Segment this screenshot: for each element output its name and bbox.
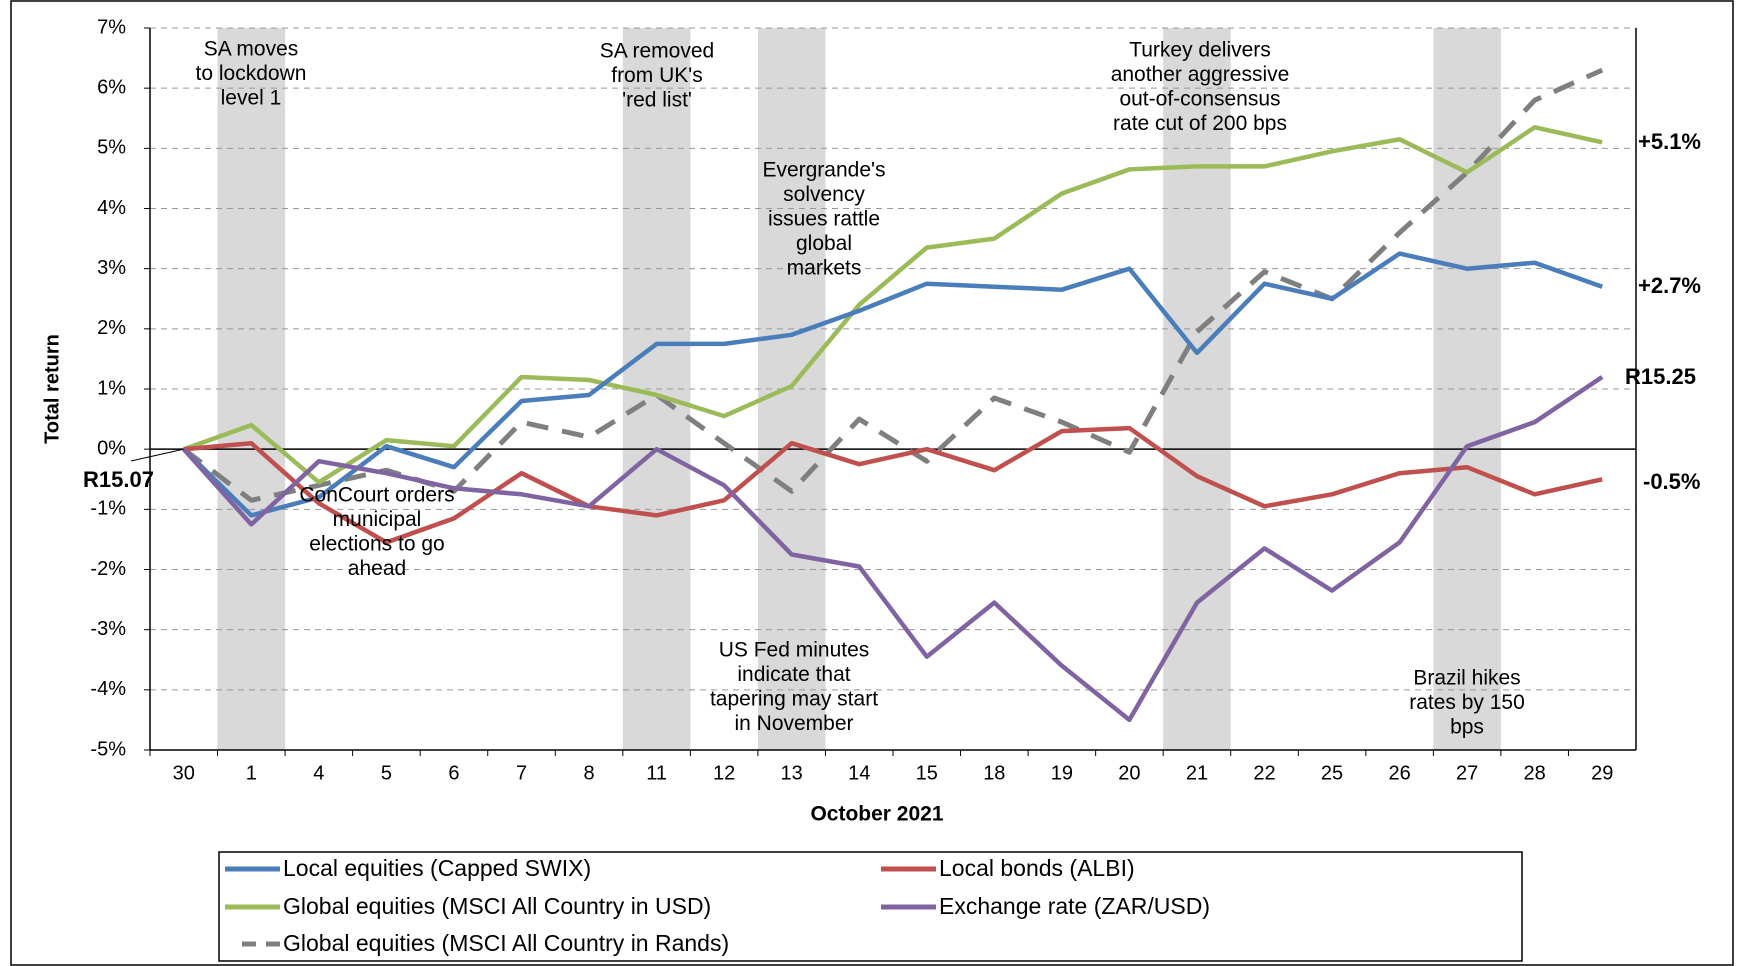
- annotation: 'red list': [622, 89, 692, 112]
- annotation: ahead: [348, 557, 406, 580]
- y-tick-label: -2%: [90, 558, 126, 580]
- event-band: [1433, 28, 1501, 750]
- annotation: tapering may start: [710, 688, 878, 711]
- grid: [144, 27, 1637, 756]
- x-tick-label: 15: [916, 762, 938, 784]
- annotation: out-of-consensus: [1119, 88, 1280, 111]
- x-tick-label: 30: [173, 762, 195, 784]
- y-tick-label: -5%: [90, 738, 126, 760]
- x-tick-label: 29: [1591, 762, 1613, 784]
- annotation: rate cut of 200 bps: [1113, 112, 1287, 135]
- plot-lines: [182, 67, 1604, 723]
- y-tick-label: 5%: [97, 137, 126, 159]
- y-tick-label: -4%: [90, 678, 126, 700]
- x-tick-label: 1: [246, 762, 257, 784]
- annotation: Turkey delivers: [1129, 39, 1271, 62]
- y-tick-label: 0%: [97, 437, 126, 459]
- annotation: markets: [787, 257, 862, 280]
- y-tick-label: 4%: [97, 197, 126, 219]
- annotation: US Fed minutes: [719, 639, 870, 662]
- annotation: to lockdown: [196, 62, 307, 85]
- x-axis-title: October 2021: [810, 803, 943, 826]
- annotation: solvency: [783, 183, 865, 206]
- y-tick-label: 2%: [97, 317, 126, 339]
- x-tick-label: 27: [1456, 762, 1478, 784]
- annotation: Brazil hikes: [1413, 667, 1520, 690]
- y-tick-label: 6%: [97, 76, 126, 98]
- x-tick-label: 11: [646, 762, 667, 784]
- legend-box: [218, 851, 1523, 962]
- legend-label: Exchange rate (ZAR/USD): [939, 893, 1210, 919]
- legend-label: Local bonds (ALBI): [939, 855, 1135, 881]
- end-label: +2.7%: [1638, 273, 1701, 298]
- x-tick-label: 25: [1321, 762, 1343, 784]
- x-tick-label: 28: [1524, 762, 1546, 784]
- annotation: elections to go: [309, 533, 444, 556]
- x-tick-label: 14: [848, 762, 870, 784]
- labels: -5%-4%-3%-2%-1%0%1%2%3%4%5%6%7%30 1 4 5 6 7 8 1…: [83, 16, 1701, 784]
- annotation: rates by 150: [1409, 691, 1525, 714]
- y-tick-label: 7%: [97, 16, 126, 38]
- series-line: [182, 251, 1603, 518]
- start-label: R15.07: [83, 467, 154, 492]
- annotation: bps: [1450, 716, 1484, 739]
- x-tick-label: 21: [1186, 762, 1208, 784]
- series-line: [183, 425, 1603, 545]
- annotation: issues rattle: [768, 208, 880, 231]
- annotation: ConCourt orders: [299, 484, 454, 507]
- legend: Local equities (Capped SWIX) Local bonds …: [225, 855, 1210, 956]
- end-label: R15.25: [1625, 364, 1696, 389]
- y-tick-label: -1%: [90, 498, 126, 520]
- x-tick-label: 6: [448, 762, 459, 784]
- annotation: another aggressive: [1111, 63, 1290, 86]
- annotation: indicate that: [737, 663, 850, 686]
- x-tick-label: 5: [381, 762, 392, 784]
- x-tick-label: 20: [1118, 762, 1140, 784]
- legend-label: Local equities (Capped SWIX): [283, 855, 591, 881]
- annotation: municipal: [333, 508, 422, 531]
- y-axis-title: Total return: [41, 334, 63, 444]
- end-label: +5.1%: [1638, 129, 1701, 154]
- legend-label: Global equities (MSCI All Country in Ran…: [283, 930, 729, 956]
- x-tick-label: 26: [1388, 762, 1410, 784]
- end-label: -0.5%: [1643, 469, 1700, 494]
- annotation: from UK's: [611, 64, 703, 87]
- annotation: Evergrande's: [762, 159, 885, 182]
- series-line: [183, 125, 1603, 485]
- legend-label: Global equities (MSCI All Country in USD…: [283, 893, 711, 919]
- y-tick-label: 3%: [97, 257, 126, 279]
- annotation: in November: [734, 712, 853, 735]
- annotation: SA removed: [600, 40, 714, 63]
- annotation: global: [796, 232, 852, 255]
- annotation: SA moves: [204, 38, 299, 61]
- x-tick-label: 22: [1253, 762, 1275, 784]
- leader-line: [130, 448, 184, 462]
- frame: [10, 0, 1734, 966]
- y-tick-label: 1%: [97, 377, 126, 399]
- series-line: [182, 375, 1604, 723]
- x-tick-label: 19: [1051, 762, 1073, 784]
- x-tick-label: 7: [516, 762, 527, 784]
- x-tick-label: 13: [781, 762, 803, 784]
- x-tick-label: 18: [983, 762, 1005, 784]
- series-line: [182, 67, 1604, 503]
- annotation: level 1: [221, 87, 282, 110]
- y-tick-label: -3%: [90, 618, 126, 640]
- x-tick-label: 12: [713, 762, 735, 784]
- x-tick-label: 4: [313, 762, 324, 784]
- x-tick-label: 8: [583, 762, 594, 784]
